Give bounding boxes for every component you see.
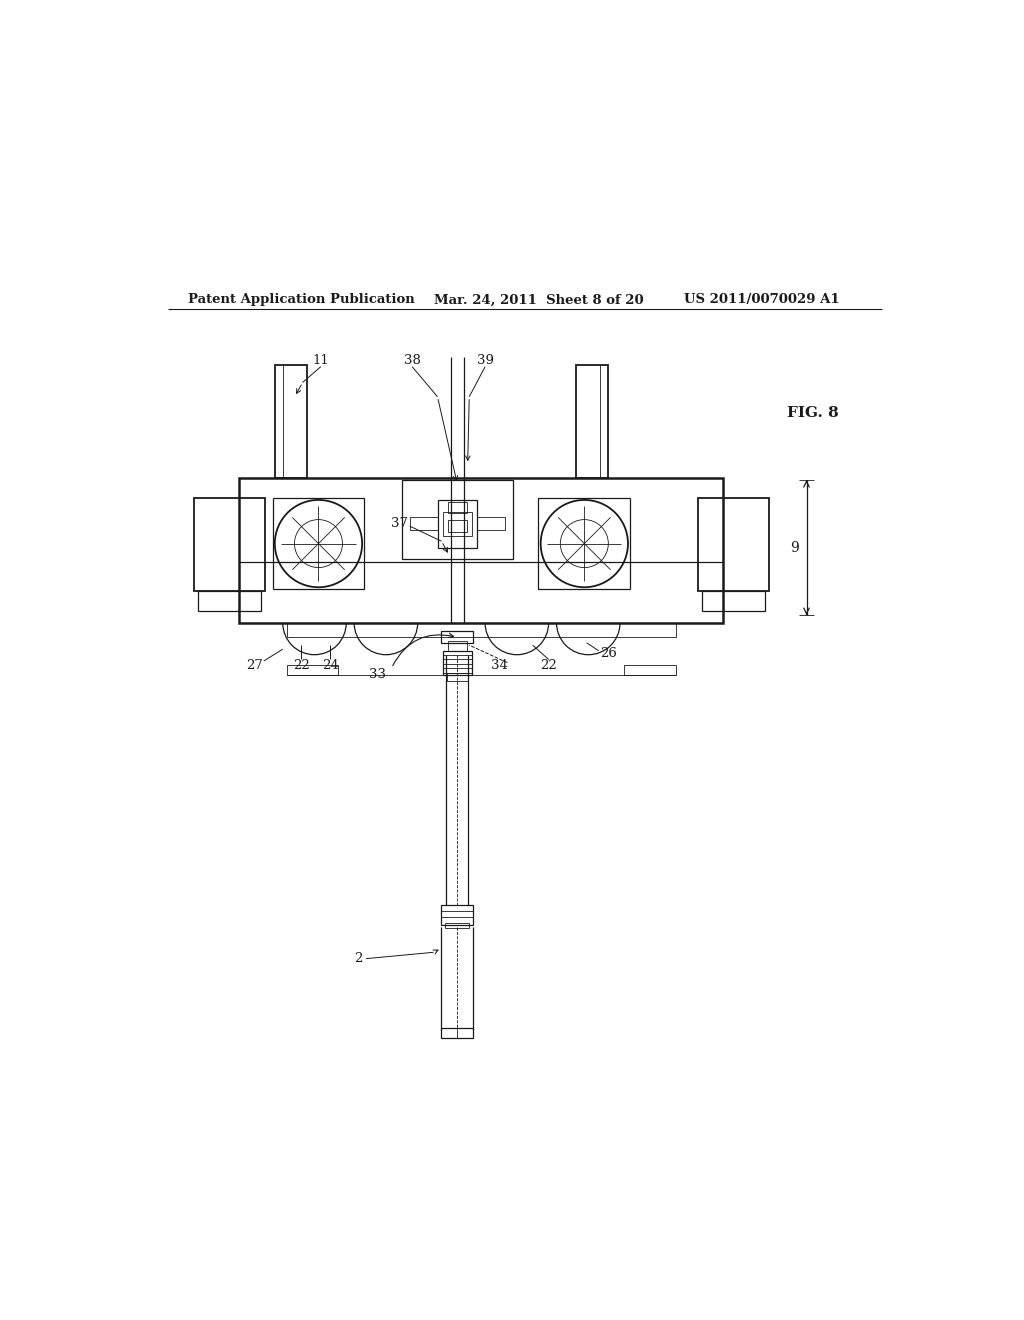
Bar [447,520,467,532]
Bar [410,517,437,531]
Bar [443,651,472,675]
Text: 38: 38 [403,354,421,367]
Text: Patent Application Publication: Patent Application Publication [187,293,415,306]
Text: 27: 27 [247,659,263,672]
Bar [401,480,513,560]
Bar [437,500,477,548]
Bar [447,642,467,651]
Text: 33: 33 [370,668,386,681]
Bar [287,665,338,675]
Text: FIG. 8: FIG. 8 [786,405,839,420]
Text: 2: 2 [354,952,362,965]
Text: 24: 24 [322,659,339,672]
Bar [539,498,630,590]
Bar [287,623,676,638]
Text: Mar. 24, 2011  Sheet 8 of 20: Mar. 24, 2011 Sheet 8 of 20 [433,293,643,306]
Bar [445,923,469,928]
Bar [701,591,765,611]
Bar [624,665,676,675]
Bar [447,502,467,513]
Bar [697,498,769,591]
Bar [194,498,265,591]
Text: 11: 11 [312,354,330,367]
Bar [274,366,306,478]
Text: 34: 34 [490,659,508,672]
Text: 37: 37 [391,517,408,531]
Bar [441,1028,473,1038]
Bar [441,631,473,643]
Text: 22: 22 [293,659,309,672]
Text: US 2011/0070029 A1: US 2011/0070029 A1 [684,293,839,306]
Bar [443,512,472,536]
Bar [577,366,608,478]
Bar [441,904,473,924]
Bar [447,673,468,681]
Bar [477,517,505,531]
Text: 39: 39 [476,354,494,367]
Text: 26: 26 [600,647,617,660]
Text: 22: 22 [541,659,557,672]
Bar [240,478,723,623]
Bar [198,591,261,611]
Text: 9: 9 [791,541,799,554]
Bar [272,498,365,590]
